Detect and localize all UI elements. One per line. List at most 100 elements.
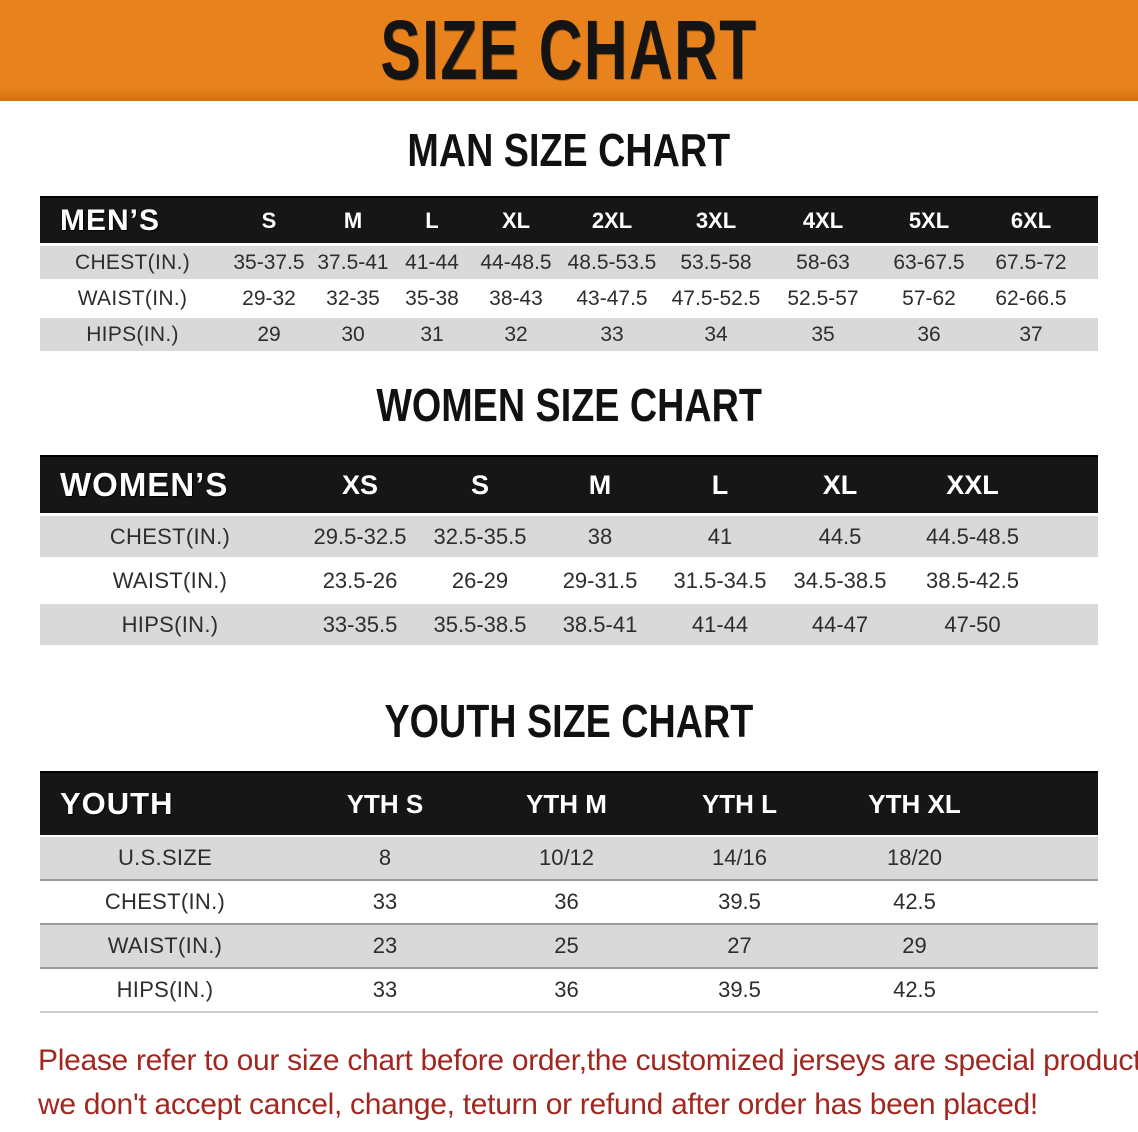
youth-chart-heading-text: YOUTH SIZE CHART (384, 695, 754, 747)
size-column-header: 3XL (695, 207, 737, 233)
disclaimer-line-2: we don't accept cancel, change, teturn o… (38, 1088, 1038, 1121)
size-value: 36 (554, 977, 579, 1002)
size-column-header: XS (341, 469, 379, 500)
size-value: 23 (372, 933, 398, 958)
size-value: 33 (372, 889, 398, 914)
table-row: WAIST(IN.) 29-32 32-35 35-38 38-43 43-47.5 47.… (40, 282, 1098, 315)
size-value: 34 (704, 322, 728, 346)
table-row: CHEST(IN.) 35-37.5 37.5-41 41-44 44-48.5 48.5… (40, 246, 1098, 279)
size-value: 47.5-52.5 (671, 286, 761, 310)
size-value: 33 (600, 322, 624, 346)
size-value: 47-50 (944, 611, 1001, 637)
size-value: 38.5-42.5 (926, 567, 1019, 593)
table-row: WAIST(IN.) 23.5-26 26-29 29-31.5 31.5-34.5 34… (40, 560, 1098, 601)
disclaimer-line-1: Please refer to our size chart before or… (38, 1044, 1138, 1077)
size-value: 52.5-57 (787, 286, 859, 310)
size-value: 29-32 (242, 286, 296, 310)
size-value: 38 (587, 523, 613, 549)
table-body: CHEST(IN.) 29.5-32.5 32.5-35.5 38 41 44.5 44.5… (40, 516, 1098, 645)
size-column-header: S (261, 207, 277, 233)
size-value: 41-44 (691, 611, 749, 637)
size-value: 63-67.5 (893, 250, 965, 274)
size-value: 8 (378, 845, 392, 870)
size-column-header: L (425, 207, 439, 233)
section-man: MAN SIZE CHART MEN’S S M L XL 2XL 3XL 4XL 5XL 6XL… (0, 125, 1138, 351)
table-title: YOUTH (60, 786, 174, 821)
row-label: CHEST(IN.) (104, 889, 226, 914)
size-column-header: YTH L (701, 788, 778, 819)
disclaimer: Please refer to our size chart before or… (0, 1039, 1138, 1127)
man-chart-heading-text: MAN SIZE CHART (407, 124, 731, 176)
size-value: 31.5-34.5 (673, 567, 767, 593)
youth-chart-heading: YOUTH SIZE CHART (0, 696, 1138, 746)
row-label: WAIST(IN.) (107, 933, 223, 958)
size-value: 62-66.5 (995, 286, 1067, 310)
table-body: CHEST(IN.) 35-37.5 37.5-41 41-44 44-48.5 48.5… (40, 246, 1098, 351)
table-row: CHEST(IN.) 33 36 39.5 42.5 (40, 881, 1098, 923)
row-label: WAIST(IN.) (112, 567, 228, 593)
size-value: 41 (707, 523, 733, 549)
size-value: 23.5-26 (322, 567, 398, 593)
banner: SIZE CHART (0, 0, 1138, 101)
section-youth: YOUTH SIZE CHART YOUTH YTH S YTH M YTH L YTH… (0, 696, 1138, 1013)
size-value: 32 (504, 322, 528, 346)
row-label: WAIST(IN.) (77, 286, 188, 310)
size-value: 67.5-72 (995, 250, 1067, 274)
table-row: HIPS(IN.) 29 30 31 32 33 34 35 36 37 (40, 318, 1098, 351)
size-value: 44-48.5 (480, 250, 552, 274)
size-column-header: YTH M (526, 788, 607, 819)
size-column-header: YTH S (346, 788, 424, 819)
row-label: HIPS(IN.) (86, 322, 179, 346)
size-value: 10/12 (538, 845, 595, 870)
size-value: 37.5-41 (317, 250, 389, 274)
size-value: 53.5-58 (680, 250, 752, 274)
table-row: HIPS(IN.) 33 36 39.5 42.5 (40, 969, 1098, 1011)
size-value: 25 (554, 933, 579, 958)
size-value: 33 (372, 977, 398, 1002)
row-label: CHEST(IN.) (109, 523, 231, 549)
women-chart-heading: WOMEN SIZE CHART (0, 380, 1138, 430)
banner-title: SIZE CHART (380, 3, 758, 97)
size-value: 35-38 (405, 286, 459, 310)
size-value: 39.5 (718, 889, 761, 914)
size-value: 42.5 (893, 977, 936, 1002)
youth-size-table: YOUTH YTH S YTH M YTH L YTH XL U.S.SIZE 8 10/12… (40, 771, 1098, 1013)
size-column-header: S (470, 469, 489, 500)
size-value: 27 (727, 933, 752, 958)
table-title: WOMEN’S (60, 466, 229, 503)
size-value: 34.5-38.5 (793, 567, 887, 593)
size-value: 48.5-53.5 (567, 250, 657, 274)
size-value: 29 (902, 933, 927, 958)
section-women: WOMEN SIZE CHART WOMEN’S XS S M L XL XXL CHEST(… (0, 380, 1138, 645)
size-column-header: XL (822, 469, 858, 500)
size-column-header: M (343, 207, 363, 233)
size-value: 44.5 (818, 523, 862, 549)
size-value: 18/20 (886, 845, 943, 870)
row-label: CHEST(IN.) (75, 250, 190, 274)
table-header-row: MEN’S S M L XL 2XL 3XL 4XL 5XL 6XL (40, 196, 1098, 243)
size-value: 14/16 (711, 845, 768, 870)
size-value: 29.5-32.5 (313, 523, 407, 549)
size-value: 38.5-41 (562, 611, 638, 637)
table-row: HIPS(IN.) 33-35.5 35.5-38.5 38.5-41 41-44 44-… (40, 604, 1098, 645)
size-value: 36 (917, 322, 941, 346)
size-column-header: 4XL (802, 207, 844, 233)
size-value: 35-37.5 (233, 250, 305, 274)
size-value: 30 (341, 322, 365, 346)
size-value: 58-63 (796, 250, 850, 274)
size-value: 44.5-48.5 (926, 523, 1019, 549)
size-column-header: L (711, 469, 729, 500)
size-value: 35 (811, 322, 835, 346)
size-value: 32-35 (326, 286, 380, 310)
row-label: HIPS(IN.) (121, 611, 219, 637)
size-value: 41-44 (405, 250, 459, 274)
table-header-row: YOUTH YTH S YTH M YTH L YTH XL (40, 771, 1098, 835)
size-value: 31 (420, 322, 444, 346)
size-value: 37 (1019, 322, 1043, 346)
size-column-header: XL (501, 207, 531, 233)
man-size-table: MEN’S S M L XL 2XL 3XL 4XL 5XL 6XL CHEST(IN.) 35-37… (40, 196, 1098, 351)
size-value: 32.5-35.5 (433, 523, 527, 549)
size-value: 44-47 (811, 611, 869, 637)
table-row: U.S.SIZE 8 10/12 14/16 18/20 (40, 837, 1098, 879)
